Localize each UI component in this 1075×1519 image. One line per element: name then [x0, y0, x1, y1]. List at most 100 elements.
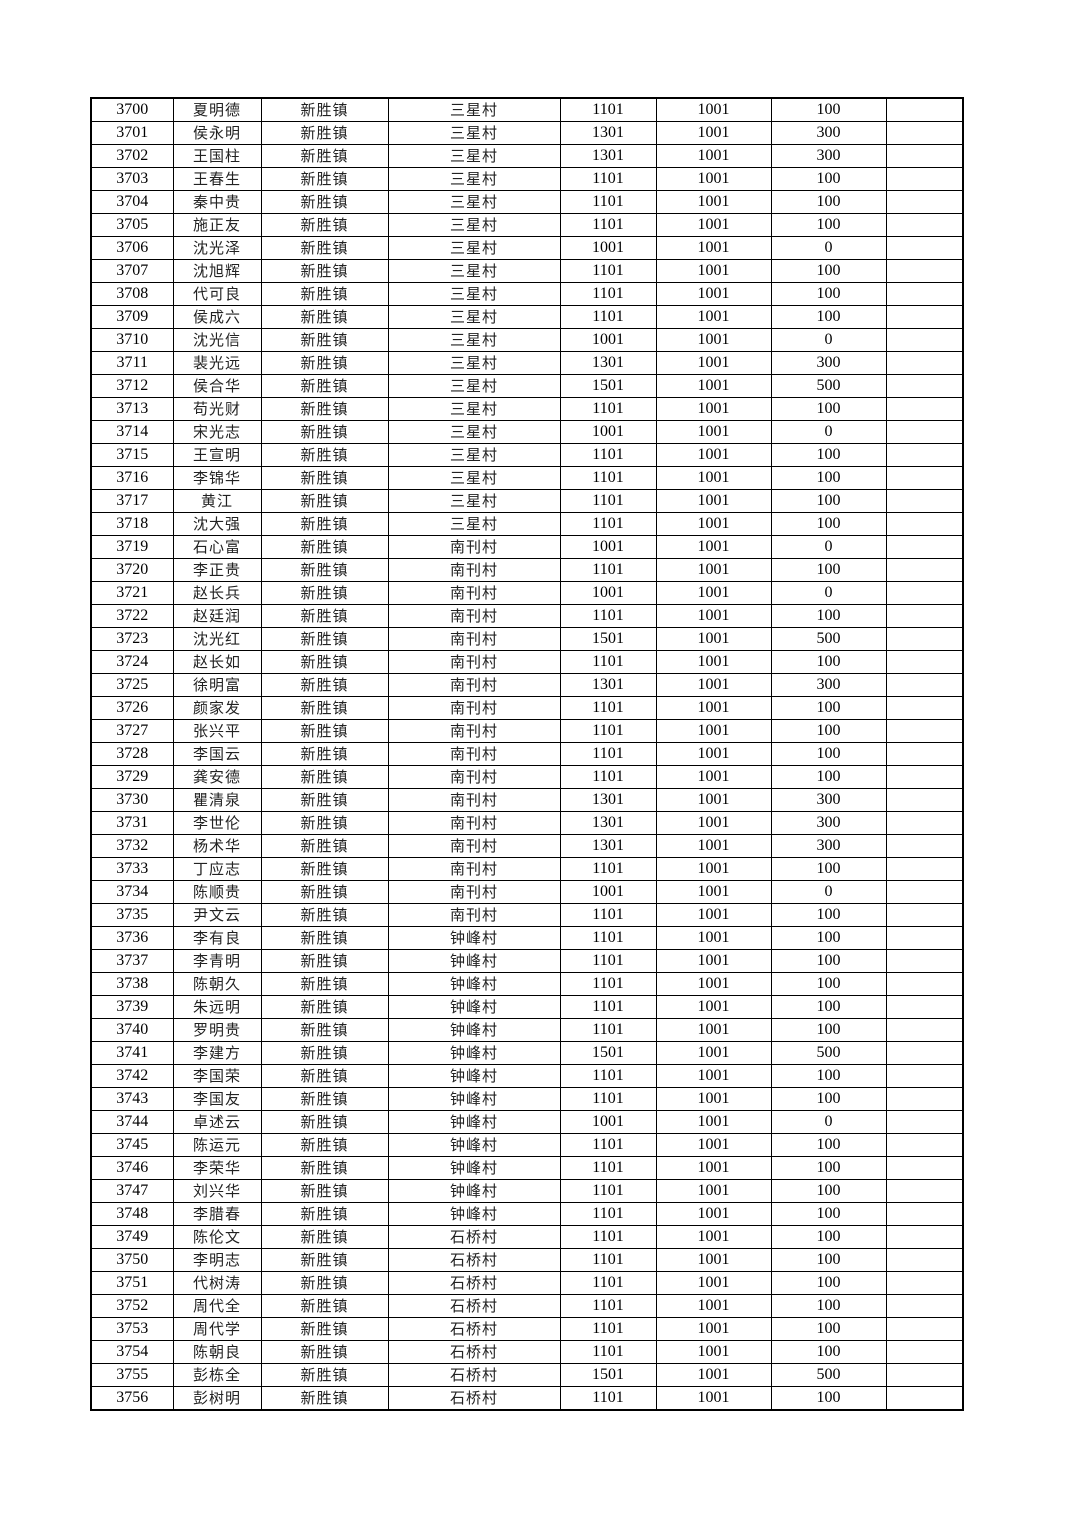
cell-town: 新胜镇	[260, 1087, 389, 1111]
cell-index: 3754	[90, 1340, 174, 1364]
cell-index: 3709	[90, 305, 174, 329]
cell-index: 3741	[90, 1041, 174, 1065]
cell-base: 1001	[655, 1133, 772, 1157]
table-row: 3751 代树涛 新胜镇 石桥村 1101 1001 100	[90, 1271, 964, 1295]
cell-index: 3702	[90, 144, 174, 168]
cell-town: 新胜镇	[260, 581, 389, 605]
cell-name: 李世伦	[172, 811, 262, 835]
cell-town: 新胜镇	[260, 949, 389, 973]
cell-name: 宋光志	[172, 420, 262, 444]
cell-base: 1001	[655, 167, 772, 191]
cell-base: 1001	[655, 1087, 772, 1111]
table-row: 3707 沈旭辉 新胜镇 三星村 1101 1001 100	[90, 259, 964, 283]
cell-town: 新胜镇	[260, 328, 389, 352]
cell-town: 新胜镇	[260, 1179, 389, 1203]
cell-town: 新胜镇	[260, 627, 389, 651]
table-row: 3744 卓述云 新胜镇 钟峰村 1001 1001 0	[90, 1110, 964, 1134]
cell-amount: 100	[770, 1156, 887, 1180]
cell-amount: 100	[770, 1202, 887, 1226]
cell-note	[885, 1294, 964, 1318]
cell-town: 新胜镇	[260, 926, 389, 950]
cell-village: 钟峰村	[387, 1156, 561, 1180]
cell-name: 王国柱	[172, 144, 262, 168]
cell-note	[885, 535, 964, 559]
cell-index: 3703	[90, 167, 174, 191]
cell-note	[885, 1041, 964, 1065]
cell-name: 李腊春	[172, 1202, 262, 1226]
cell-note	[885, 765, 964, 789]
cell-code: 1101	[559, 1248, 657, 1272]
cell-name: 李青明	[172, 949, 262, 973]
cell-town: 新胜镇	[260, 535, 389, 559]
cell-code: 1101	[559, 1156, 657, 1180]
cell-village: 南刊村	[387, 650, 561, 674]
table-row: 3739 朱远明 新胜镇 钟峰村 1101 1001 100	[90, 995, 964, 1019]
cell-base: 1001	[655, 650, 772, 674]
table-row: 3703 王春生 新胜镇 三星村 1101 1001 100	[90, 167, 964, 191]
table-row: 3728 李国云 新胜镇 南刊村 1101 1001 100	[90, 742, 964, 766]
cell-village: 钟峰村	[387, 1133, 561, 1157]
cell-base: 1001	[655, 397, 772, 421]
cell-code: 1101	[559, 259, 657, 283]
cell-base: 1001	[655, 1018, 772, 1042]
cell-name: 施正友	[172, 213, 262, 237]
cell-index: 3746	[90, 1156, 174, 1180]
table-row: 3704 秦中贵 新胜镇 三星村 1101 1001 100	[90, 190, 964, 214]
cell-code: 1301	[559, 673, 657, 697]
cell-village: 石桥村	[387, 1363, 561, 1387]
cell-name: 丁应志	[172, 857, 262, 881]
table-row: 3721 赵长兵 新胜镇 南刊村 1001 1001 0	[90, 581, 964, 605]
cell-note	[885, 305, 964, 329]
cell-name: 李锦华	[172, 466, 262, 490]
cell-town: 新胜镇	[260, 282, 389, 306]
cell-base: 1001	[655, 1179, 772, 1203]
cell-base: 1001	[655, 259, 772, 283]
cell-village: 南刊村	[387, 834, 561, 858]
cell-amount: 100	[770, 719, 887, 743]
cell-village: 南刊村	[387, 857, 561, 881]
cell-base: 1001	[655, 811, 772, 835]
cell-index: 3749	[90, 1225, 174, 1249]
cell-amount: 100	[770, 1225, 887, 1249]
cell-amount: 300	[770, 788, 887, 812]
table-row: 3711 裴光远 新胜镇 三星村 1301 1001 300	[90, 351, 964, 375]
cell-town: 新胜镇	[260, 1041, 389, 1065]
cell-index: 3716	[90, 466, 174, 490]
cell-base: 1001	[655, 1202, 772, 1226]
cell-name: 张兴平	[172, 719, 262, 743]
cell-note	[885, 1110, 964, 1134]
cell-code: 1101	[559, 972, 657, 996]
cell-code: 1101	[559, 213, 657, 237]
cell-code: 1101	[559, 1317, 657, 1341]
cell-name: 杨术华	[172, 834, 262, 858]
cell-village: 石桥村	[387, 1317, 561, 1341]
cell-code: 1101	[559, 489, 657, 513]
cell-base: 1001	[655, 1317, 772, 1341]
cell-village: 南刊村	[387, 765, 561, 789]
cell-amount: 300	[770, 673, 887, 697]
cell-village: 南刊村	[387, 811, 561, 835]
cell-code: 1001	[559, 236, 657, 260]
cell-note	[885, 97, 964, 122]
cell-code: 1101	[559, 696, 657, 720]
cell-name: 周代全	[172, 1294, 262, 1318]
cell-amount: 300	[770, 144, 887, 168]
cell-index: 3719	[90, 535, 174, 559]
cell-base: 1001	[655, 742, 772, 766]
cell-town: 新胜镇	[260, 880, 389, 904]
cell-town: 新胜镇	[260, 1156, 389, 1180]
cell-village: 钟峰村	[387, 1202, 561, 1226]
cell-index: 3753	[90, 1317, 174, 1341]
cell-note	[885, 1248, 964, 1272]
cell-town: 新胜镇	[260, 1248, 389, 1272]
table-row: 3729 龚安德 新胜镇 南刊村 1101 1001 100	[90, 765, 964, 789]
cell-amount: 100	[770, 1133, 887, 1157]
table-row: 3746 李荣华 新胜镇 钟峰村 1101 1001 100	[90, 1156, 964, 1180]
cell-base: 1001	[655, 1386, 772, 1411]
cell-index: 3738	[90, 972, 174, 996]
table-row: 3743 李国友 新胜镇 钟峰村 1101 1001 100	[90, 1087, 964, 1111]
cell-index: 3700	[90, 97, 174, 122]
table-body: 3700 夏明德 新胜镇 三星村 1101 1001 100 3701 侯永明 新胜镇 三星村 130…	[90, 97, 964, 1411]
cell-town: 新胜镇	[260, 97, 389, 122]
cell-code: 1001	[559, 880, 657, 904]
